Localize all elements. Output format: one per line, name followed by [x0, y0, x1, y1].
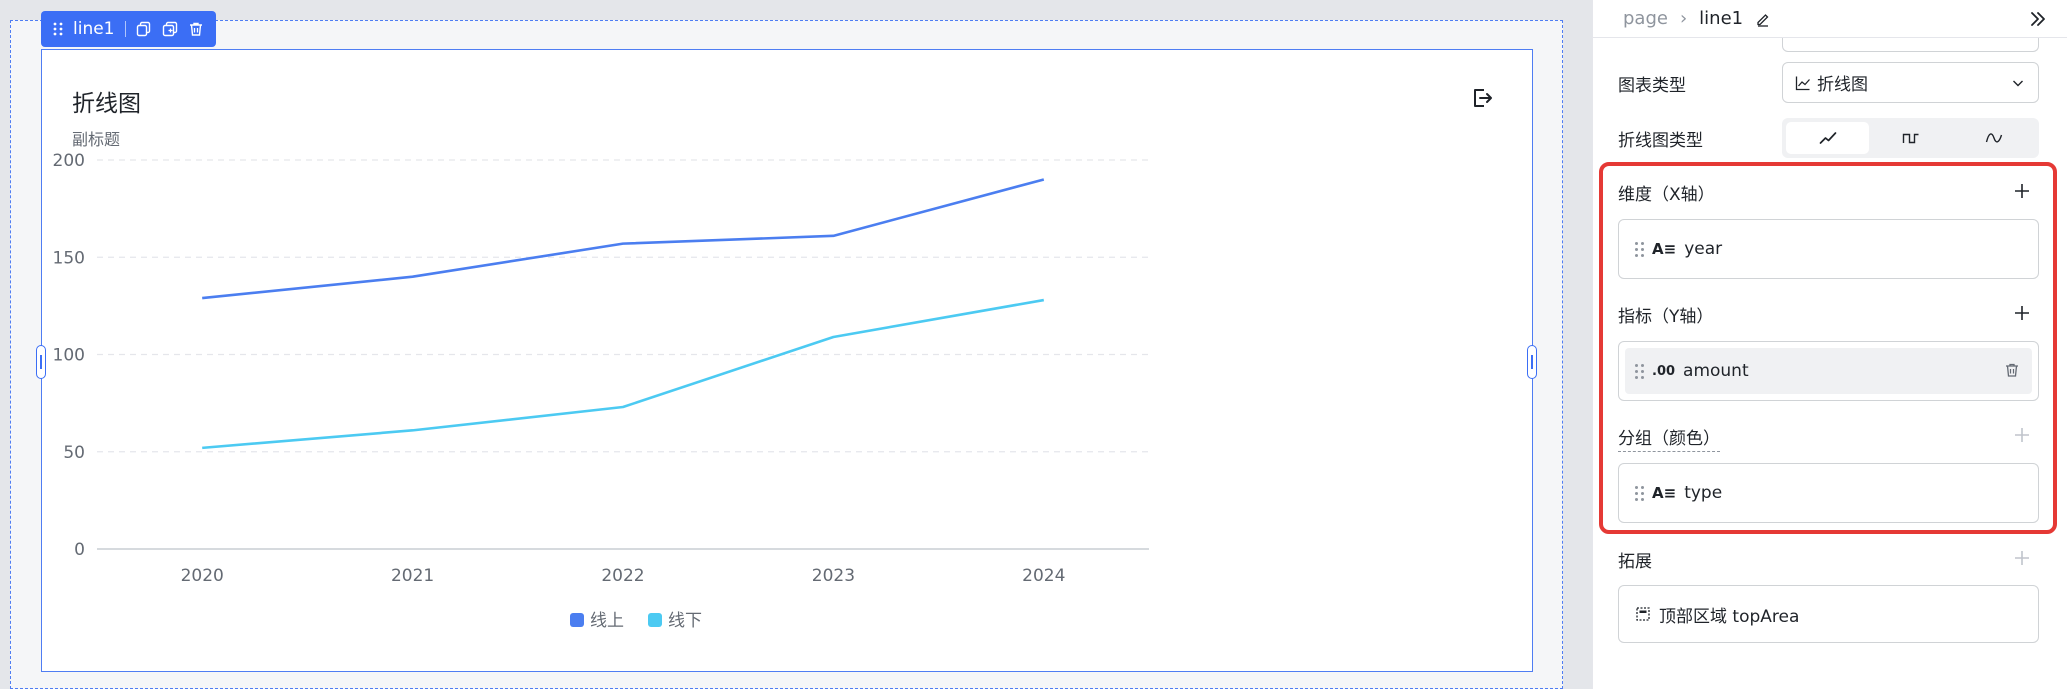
line-chart-icon	[1795, 76, 1810, 90]
legend-label: 线上	[590, 611, 624, 631]
toolbar-divider	[124, 21, 126, 37]
extension-item-name: 顶部区域 topArea	[1659, 606, 1800, 627]
chart-subtitle: 副标题	[72, 130, 121, 149]
trash-icon[interactable]	[188, 21, 204, 37]
metric-field-item[interactable]: .00 amount	[1625, 348, 2032, 394]
y-tick-label: 50	[63, 443, 85, 463]
x-tick-label: 2021	[391, 566, 434, 586]
dimension-field-name: year	[1684, 239, 1723, 259]
chart-type-label: 图表类型	[1618, 76, 1686, 96]
number-type-icon: .00	[1652, 363, 1676, 379]
chart-type-value: 折线图	[1817, 75, 1868, 95]
drag-handle-icon[interactable]	[53, 22, 63, 36]
legend-label: 线下	[668, 611, 702, 631]
breadcrumb-root[interactable]: page	[1623, 8, 1668, 29]
line-type-label: 折线图类型	[1618, 131, 1703, 151]
line-chart-card[interactable]: 折线图 副标题 0 50 100 150 200 2020 2021 2022 2023 2024…	[41, 49, 1533, 672]
breadcrumb-separator: ›	[1679, 8, 1688, 29]
drag-handle-icon[interactable]	[1635, 485, 1644, 501]
group-field-box: A≡ type	[1618, 463, 2039, 523]
chart-title: 折线图	[72, 91, 141, 117]
x-tick-label: 2022	[601, 566, 644, 586]
add-extension-icon[interactable]	[2013, 549, 2031, 567]
editor-canvas: line1 折线图 副标题 0 50 100 150 200 2020 2021 2022 20…	[10, 11, 1563, 689]
x-tick-label: 2023	[812, 566, 855, 586]
add-metric-icon[interactable]	[2013, 304, 2031, 322]
x-tick-label: 2020	[181, 566, 224, 586]
legend-item-1[interactable]: 线上	[570, 611, 624, 631]
properties-panel: page › line1 图表类型 折线图 折线图类型	[1592, 0, 2067, 689]
breadcrumb-current: line1	[1699, 8, 1744, 29]
component-toolbar: line1	[41, 11, 216, 47]
edit-icon[interactable]	[1755, 11, 1771, 27]
line-type-step[interactable]	[1869, 122, 1952, 154]
smooth-line-icon	[1985, 133, 2002, 143]
previous-field-edge	[1782, 38, 2039, 52]
metric-title: 指标（Y轴）	[1618, 307, 1714, 327]
add-dimension-icon[interactable]	[2013, 182, 2031, 200]
text-type-icon: A≡	[1652, 484, 1677, 502]
highlight-annotation	[1599, 162, 2057, 534]
legend-item-2[interactable]: 线下	[648, 611, 702, 631]
x-tick-label: 2024	[1022, 566, 1065, 586]
legend-swatch	[570, 613, 584, 627]
component-name: line1	[73, 19, 115, 39]
line-chart: 0 50 100 150 200 2020 2021 2022 2023 2024 线上 线下	[53, 151, 1149, 631]
resize-handle-left[interactable]	[36, 345, 46, 379]
extension-item[interactable]: 顶部区域 topArea	[1625, 592, 2032, 636]
series-line-2[interactable]	[202, 298, 1045, 450]
chevron-down-icon	[2013, 80, 2023, 87]
dimension-title: 维度（X轴）	[1618, 185, 1715, 205]
extension-title: 拓展	[1618, 552, 1652, 572]
metric-field-box: .00 amount	[1618, 341, 2039, 401]
line-type-segmented	[1782, 118, 2039, 158]
export-icon[interactable]	[1470, 86, 1494, 110]
duplicate-icon[interactable]	[162, 21, 178, 37]
drag-handle-icon[interactable]	[1635, 241, 1644, 257]
extension-field-box: 顶部区域 topArea	[1618, 585, 2039, 643]
dimension-field-item[interactable]: A≡ year	[1625, 226, 2032, 272]
add-group-icon[interactable]	[2013, 426, 2031, 444]
legend-swatch	[648, 613, 662, 627]
resize-handle-right[interactable]	[1527, 345, 1537, 379]
metric-field-name: amount	[1683, 361, 1749, 381]
line-type-smooth[interactable]	[1952, 122, 2035, 154]
chart-type-select[interactable]: 折线图	[1782, 62, 2039, 103]
collapse-panel-icon[interactable]	[2026, 7, 2050, 31]
drag-handle-icon[interactable]	[1635, 363, 1644, 379]
group-field-name: type	[1684, 483, 1723, 503]
line-type-straight[interactable]	[1786, 122, 1869, 154]
copy-icon[interactable]	[136, 21, 152, 37]
area-icon	[1636, 607, 1650, 621]
straight-line-icon	[1819, 132, 1836, 144]
text-type-icon: A≡	[1652, 240, 1677, 258]
breadcrumb: page › line1	[1593, 0, 2067, 38]
group-field-item[interactable]: A≡ type	[1625, 470, 2032, 516]
y-tick-label: 150	[53, 248, 85, 268]
y-tick-label: 200	[53, 151, 85, 171]
step-line-icon	[1902, 133, 1918, 144]
group-title-text: 分组（颜色）	[1618, 429, 1720, 452]
dimension-field-box: A≡ year	[1618, 219, 2039, 279]
y-tick-label: 100	[53, 346, 85, 366]
trash-icon[interactable]	[2004, 362, 2020, 378]
group-title: 分组（颜色）	[1618, 424, 1720, 452]
y-tick-label: 0	[74, 540, 85, 560]
series-line-1[interactable]	[202, 178, 1045, 300]
